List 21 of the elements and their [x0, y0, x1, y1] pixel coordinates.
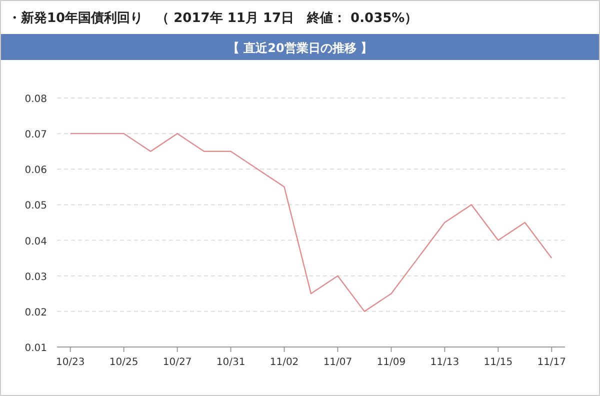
x-tick-label: 11/17: [537, 357, 566, 368]
y-tick-label: 0.05: [24, 200, 47, 212]
y-tick-label: 0.01: [24, 343, 47, 354]
x-tick-label: 11/09: [376, 357, 406, 368]
chart-title: ・新発10年国債利回り （ 2017年 11月 17日 終値： 0.035%）: [8, 10, 418, 26]
x-tick-label: 11/13: [430, 357, 460, 368]
y-tick-label: 0.03: [24, 272, 47, 283]
x-tick-label: 11/07: [323, 357, 352, 368]
line-series: [70, 132, 552, 312]
x-tick-label: 10/27: [162, 357, 192, 368]
x-tick-label: 11/02: [270, 357, 299, 368]
y-tick-label: 0.06: [24, 165, 47, 176]
y-tick-label: 0.08: [24, 94, 47, 105]
y-tick-label: 0.04: [24, 236, 47, 248]
x-tick-label: 10/23: [56, 357, 85, 368]
x-tick-label: 11/15: [484, 357, 513, 368]
x-tick-label: 10/31: [216, 357, 246, 368]
chart-subtitle: 【 直近20営業日の推移 】: [227, 41, 373, 55]
y-tick-label: 0.02: [24, 307, 47, 318]
x-tick-label: 10/25: [109, 357, 138, 368]
y-tick-label: 0.07: [24, 130, 47, 141]
